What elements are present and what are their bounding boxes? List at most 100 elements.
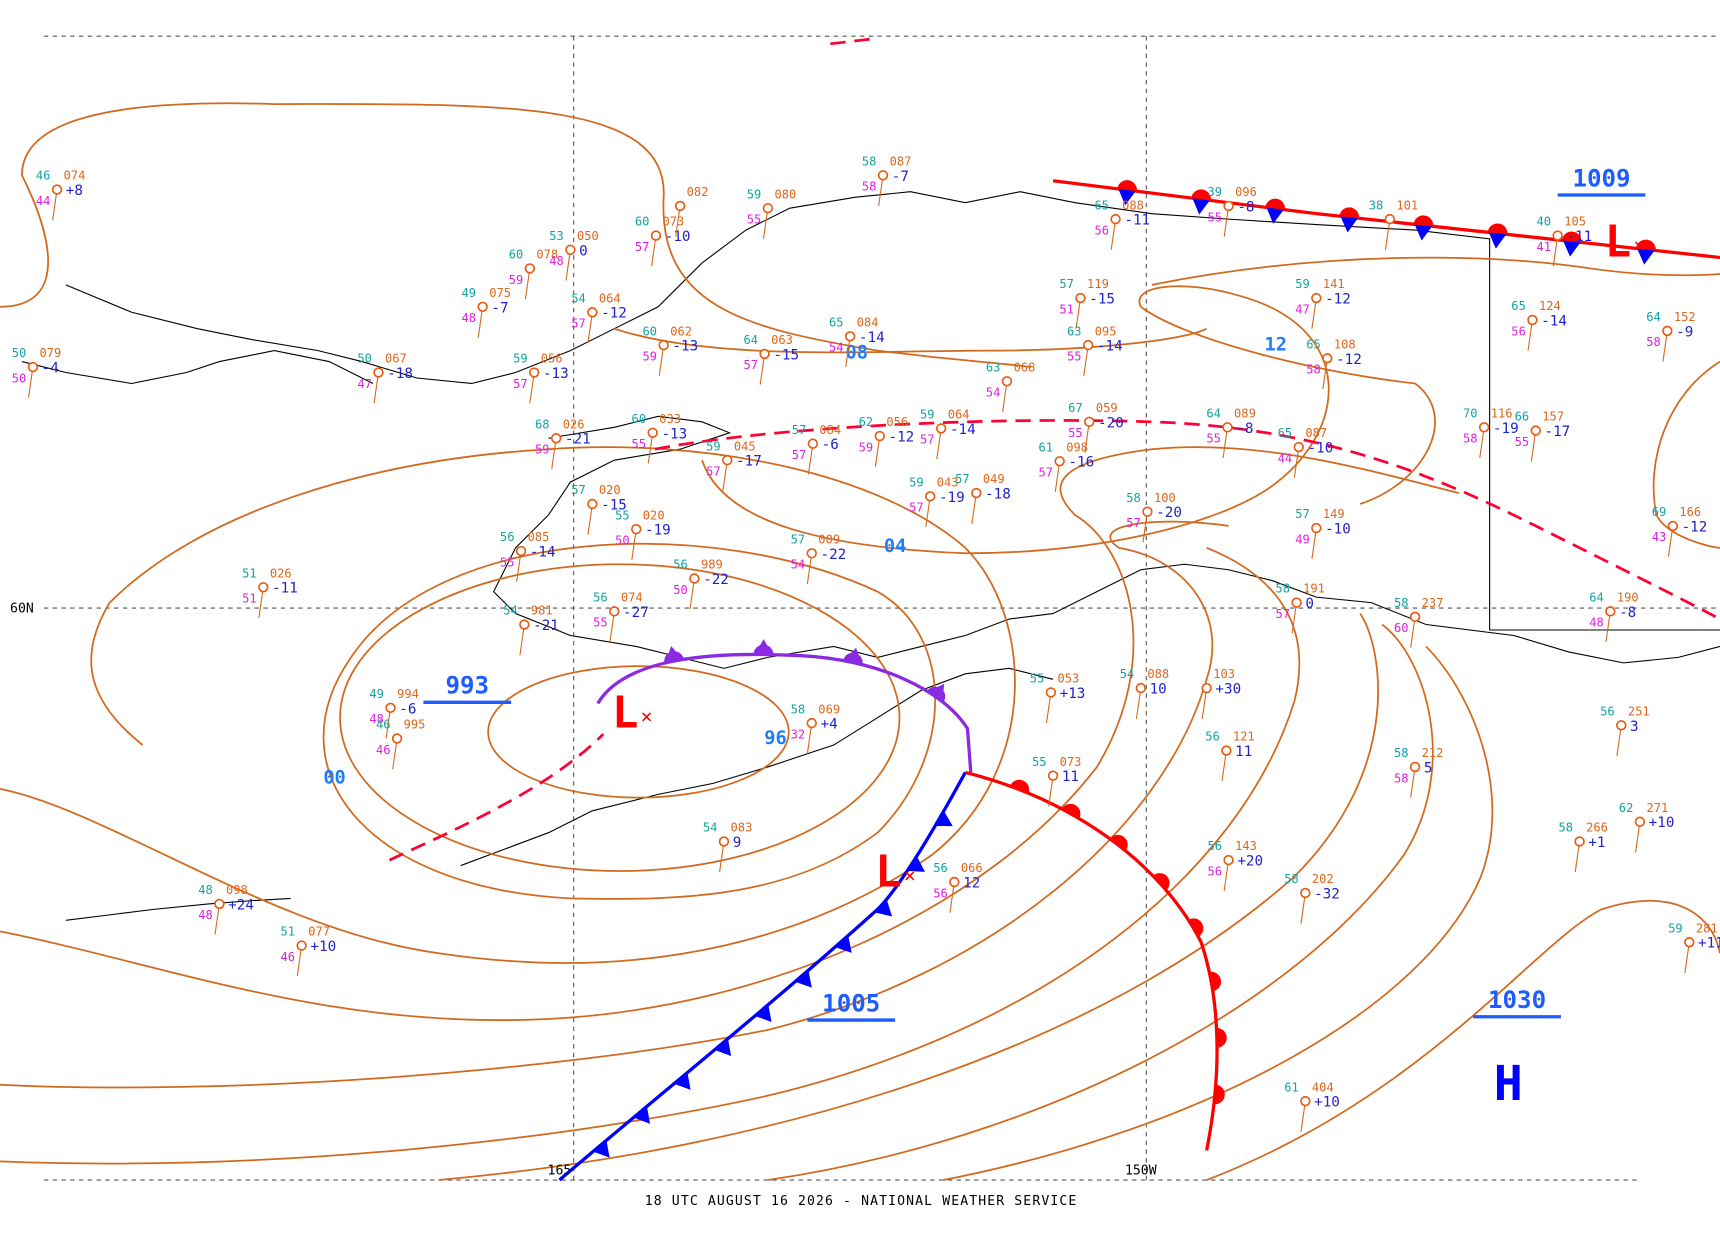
tendency: -12 (601, 306, 627, 322)
station: 59 056 57 -13 (513, 352, 569, 404)
station-circle (658, 339, 669, 351)
dewpoint: 57 (513, 377, 528, 391)
pressure: 100 (1154, 491, 1176, 505)
station-circle (214, 898, 225, 910)
tendency: -19 (645, 523, 671, 539)
front-semicircle (843, 652, 863, 665)
station: 58 069 32 +4 (791, 702, 840, 754)
dewpoint: 57 (1275, 607, 1290, 621)
pressure: 084 (857, 316, 879, 330)
front-triangle (1118, 188, 1136, 206)
isobars (0, 102, 1720, 1181)
station-circle (971, 487, 982, 499)
station-circle (1300, 1095, 1311, 1107)
dewpoint: 48 (549, 254, 564, 268)
pressure: 084 (819, 423, 841, 437)
temperature: 57 (791, 532, 806, 546)
pressure: 098 (1066, 440, 1088, 454)
center-symbol: L (1605, 216, 1631, 267)
station: 56 143 56 +20 (1207, 839, 1263, 891)
front-triangle (1488, 232, 1507, 249)
temperature: 39 (1207, 185, 1222, 199)
dewpoint: 44 (36, 194, 51, 208)
tendency: -14 (859, 330, 885, 346)
dewpoint: 41 (1537, 240, 1552, 254)
tendency: -18 (387, 366, 413, 382)
front-triangle (835, 935, 852, 953)
dewpoint: 49 (1295, 532, 1310, 546)
tendency: -11 (1124, 213, 1150, 229)
cold-front (558, 771, 967, 1182)
tendency: -14 (950, 422, 976, 438)
temperature: 57 (1059, 277, 1074, 291)
station-circle (1221, 745, 1232, 756)
station: 57 084 57 -6 (792, 423, 841, 475)
dewpoint: 48 (369, 712, 384, 726)
dewpoint: 50 (615, 534, 630, 548)
pressure: 994 (397, 687, 419, 701)
tendency: -8 (1236, 421, 1253, 437)
station-circle (1001, 376, 1013, 387)
front-triangle (907, 856, 925, 872)
station-circle (807, 438, 819, 449)
temperature: 59 (909, 475, 924, 489)
dewpoint: 59 (509, 273, 524, 287)
tendency: -9 (1676, 324, 1693, 340)
station-circle (1082, 339, 1094, 351)
tendency: -7 (491, 300, 508, 316)
temperature: 55 (1032, 755, 1047, 769)
dewpoint: 57 (635, 240, 650, 254)
tendency: -4 (42, 361, 59, 377)
station-circle (391, 733, 403, 744)
center-cross: × (904, 864, 916, 887)
front-triangle (795, 970, 812, 988)
tendency: +13 (1060, 686, 1086, 702)
tendency: 11 (1062, 769, 1079, 785)
front-semicircle (1191, 189, 1211, 201)
tendency: -11 (1566, 229, 1592, 245)
tendency: 5 (1424, 760, 1433, 776)
tendency: 11 (1235, 744, 1252, 760)
station-circle (1142, 506, 1153, 517)
pressure: 404 (1312, 1080, 1334, 1094)
pressure: 043 (937, 475, 959, 489)
station-circle (631, 523, 642, 535)
pressure: 096 (1235, 185, 1257, 199)
isobar-label: 00 (323, 767, 345, 788)
pressure: 056 (541, 352, 563, 366)
temperature: 59 (747, 187, 762, 201)
front-semicircle (927, 686, 946, 703)
tendency: -19 (1493, 421, 1519, 437)
station: 64 190 48 -8 (1589, 591, 1639, 643)
pressure: 271 (1647, 801, 1669, 815)
tendency: -13 (672, 339, 698, 355)
station: 62 056 59 -12 (859, 415, 914, 467)
station-circle (647, 427, 658, 438)
tendency: -20 (1156, 505, 1182, 521)
tendency: -6 (399, 701, 416, 717)
temperature: 60 (632, 412, 647, 426)
temperature: 64 (1206, 406, 1221, 420)
center-cross: × (641, 705, 653, 728)
temperature: 40 (1537, 215, 1552, 229)
temperature: 64 (743, 333, 758, 347)
tendency: -17 (736, 454, 762, 470)
center-symbol: H (1494, 1056, 1523, 1112)
station: 62 271+10 (1619, 801, 1674, 853)
grid-label: 150W (1125, 1164, 1157, 1179)
temperature: 46 (376, 718, 391, 732)
pressure: 073 (1060, 755, 1082, 769)
front-semicircle (843, 652, 863, 665)
isobar-label: 04 (884, 536, 906, 557)
front-triangle (1192, 198, 1210, 215)
station-circle (1605, 606, 1616, 617)
center-pressure: 993 (446, 672, 490, 700)
dewpoint: 55 (747, 213, 762, 227)
dewpoint: 56 (933, 886, 948, 900)
tendency: -19 (939, 490, 965, 506)
pressure: 116 (1491, 406, 1513, 420)
